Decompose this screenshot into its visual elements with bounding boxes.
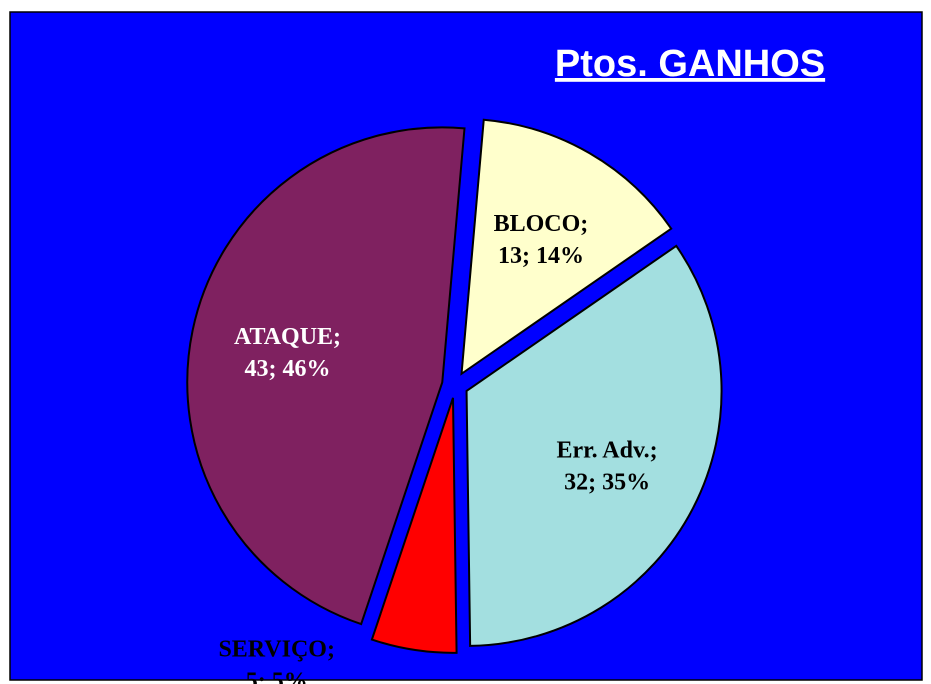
slice-label: ATAQUE;	[234, 324, 341, 350]
pie-slice	[186, 126, 466, 626]
slice-value-label: 13; 14%	[498, 243, 584, 269]
slice-label: Err. Adv.;	[557, 437, 658, 463]
slice-label: SERVIÇO;	[218, 636, 335, 662]
slice-label: BLOCO;	[494, 211, 589, 237]
pie-slice	[370, 397, 458, 654]
slice-value-label: 32; 35%	[564, 469, 650, 495]
pie-slice	[460, 118, 673, 376]
pie-slice	[465, 244, 723, 647]
chart-title: Ptos. GANHOS	[555, 43, 825, 85]
slice-value-label: 43; 46%	[245, 356, 331, 382]
slice-value-label: 5; 5%	[246, 668, 308, 684]
